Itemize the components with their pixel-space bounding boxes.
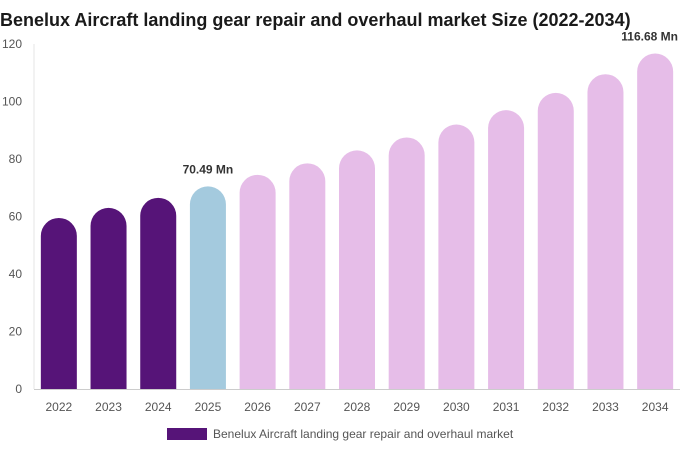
legend-label[interactable]: Benelux Aircraft landing gear repair and… [213, 427, 514, 441]
bar-2026[interactable] [239, 174, 276, 389]
y-tick-label: 120 [2, 37, 22, 51]
y-axis: 0 20 40 60 80 100 120 [2, 37, 35, 396]
x-tick-label: 2024 [145, 400, 172, 414]
x-tick-label: 2027 [294, 400, 321, 414]
y-tick-label: 100 [2, 95, 22, 109]
x-tick-label: 2032 [542, 400, 569, 414]
x-axis: 2022 2023 2024 2025 2026 2027 2028 2029 2030 2031… [34, 389, 680, 414]
bar-2023[interactable] [90, 207, 127, 389]
bar-2034[interactable] [637, 53, 674, 390]
x-tick-label: 2030 [443, 400, 470, 414]
y-tick-label: 60 [9, 210, 23, 224]
x-tick-label: 2034 [642, 400, 669, 414]
x-tick-label: 2031 [493, 400, 520, 414]
legend[interactable]: Benelux Aircraft landing gear repair and… [167, 427, 514, 441]
bar-2033[interactable] [587, 74, 624, 389]
data-label: 116.68 Mn [621, 30, 678, 44]
legend-swatch[interactable] [167, 428, 207, 440]
bar-2029[interactable] [388, 137, 425, 389]
y-tick-label: 0 [15, 382, 22, 396]
bar-2030[interactable] [438, 124, 475, 390]
y-tick-label: 20 [9, 325, 23, 339]
bar-2025[interactable] [189, 186, 226, 389]
bar-2027[interactable] [289, 163, 326, 389]
data-label: 70.49 Mn [183, 162, 234, 176]
x-tick-label: 2025 [195, 400, 222, 414]
data-labels-group: 70.49 Mn 116.68 Mn [183, 30, 678, 177]
x-tick-label: 2026 [244, 400, 271, 414]
y-tick-label: 80 [9, 152, 23, 166]
bar-2032[interactable] [537, 92, 574, 389]
bar-2031[interactable] [488, 110, 525, 389]
bar-2024[interactable] [140, 197, 177, 389]
x-tick-label: 2029 [393, 400, 420, 414]
bar-2028[interactable] [339, 150, 375, 389]
x-tick-label: 2022 [45, 400, 72, 414]
y-tick-label: 40 [9, 267, 23, 281]
x-tick-label: 2033 [592, 400, 619, 414]
x-tick-label: 2028 [344, 400, 371, 414]
chart-title: Benelux Aircraft landing gear repair and… [0, 10, 631, 30]
x-tick-label: 2023 [95, 400, 122, 414]
bar-2022[interactable] [40, 217, 77, 389]
bars-group [40, 53, 674, 390]
